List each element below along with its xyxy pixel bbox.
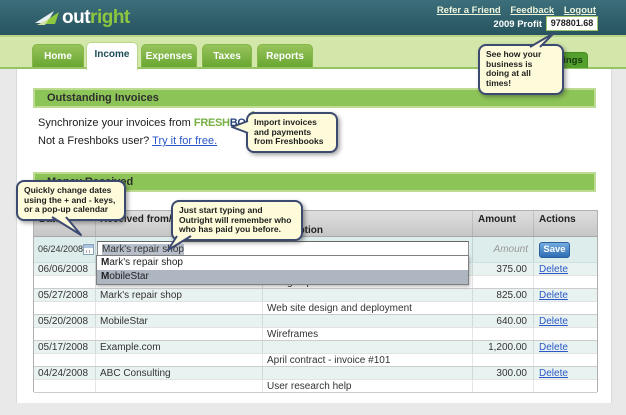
money-received-table: Date Received from/Paid to Description A… <box>33 210 598 392</box>
delete-link[interactable]: Delete <box>539 316 568 327</box>
header-links: Refer a Friend Feedback Logout <box>430 5 596 16</box>
delete-link[interactable]: Delete <box>539 342 568 353</box>
callout-dates-tail <box>50 216 84 238</box>
tab-taxes[interactable]: Taxes <box>202 44 252 67</box>
table-row: 05/20/2008 MobileStar 640.00 Delete <box>34 315 597 328</box>
not-user-text: Not a Freshboks user? <box>38 135 149 147</box>
logo-text-right: right <box>90 7 130 28</box>
callout-freshbooks: Import invoices and payments from Freshb… <box>246 112 338 153</box>
tab-home[interactable]: Home <box>32 44 84 67</box>
callout-typing-tail <box>166 235 194 253</box>
refer-a-friend-link[interactable]: Refer a Friend <box>437 5 501 16</box>
feedback-link[interactable]: Feedback <box>510 5 554 16</box>
delete-link[interactable]: Delete <box>539 290 568 301</box>
save-button[interactable]: Save <box>539 242 570 258</box>
callout-dates: Quickly change dates using the + and - k… <box>16 180 126 221</box>
autocomplete-item-selected[interactable]: MobileStar <box>97 270 468 284</box>
table-row: 05/17/2008 Example.com 1,200.00 Delete <box>34 341 597 354</box>
logo-text-out: out <box>62 7 90 28</box>
delete-link[interactable]: Delete <box>539 368 568 379</box>
table-row-description: April contract - invoice #101 <box>34 354 597 367</box>
table-row: 05/27/2008 Mark's repair shop 825.00 Del… <box>34 289 597 302</box>
table-row-description: Wireframes <box>34 328 597 341</box>
try-it-free-link[interactable]: Try it for free. <box>152 135 217 147</box>
calendar-icon[interactable] <box>83 244 94 255</box>
col-header-actions: Actions <box>539 214 576 225</box>
autocomplete-item[interactable]: Mark's repair shop <box>97 256 468 270</box>
freshbooks-try-line: Not a Freshboks user? Try it for free. <box>38 135 217 147</box>
col-header-amount: Amount <box>478 214 516 225</box>
payee-autocomplete-dropdown: Mark's repair shop MobileStar <box>96 255 469 285</box>
callout-profit: See how your business is doing at all ti… <box>478 44 564 95</box>
tab-income[interactable]: Income <box>86 42 138 70</box>
edit-date-value[interactable]: 06/24/2008 <box>38 244 83 254</box>
table-row: 04/24/2008 ABC Consulting 300.00 Delete <box>34 367 597 380</box>
outright-logo: outright <box>62 7 130 29</box>
outright-app-page: outright Refer a Friend Feedback Logout … <box>0 0 626 415</box>
table-row-description: User research help <box>34 380 597 393</box>
tab-expenses[interactable]: Expenses <box>141 44 197 67</box>
tab-reports[interactable]: Reports <box>257 44 313 67</box>
callout-profit-tail <box>528 32 556 48</box>
profit-label: 2009 Profit <box>493 19 542 30</box>
logout-link[interactable]: Logout <box>564 5 596 16</box>
callout-freshbooks-tail <box>230 119 250 135</box>
delete-link[interactable]: Delete <box>539 264 568 275</box>
amount-input[interactable]: Amount <box>473 237 534 263</box>
profit-value-field[interactable]: 978801.68 <box>546 16 598 31</box>
paper-plane-icon <box>34 8 60 28</box>
table-row-description: Web site design and deployment <box>34 302 597 315</box>
sync-text: Synchronize your invoices from <box>38 117 191 129</box>
